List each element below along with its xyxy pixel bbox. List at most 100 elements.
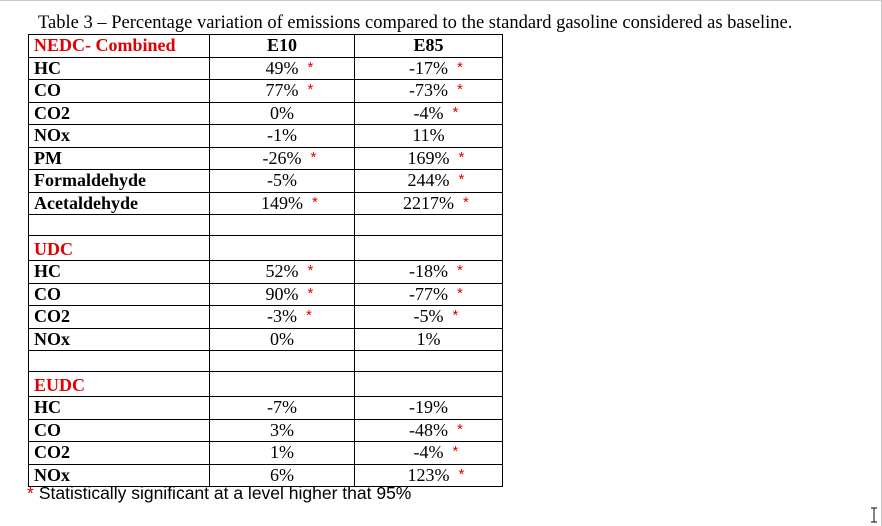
e85-cell-value: 244% [408,170,450,190]
table-row: Formaldehyde -5% 244% * [29,170,503,193]
e85-cell: -5% * [355,306,503,329]
column-header-e10-text: E10 [267,35,297,55]
e10-cell-value-wrap: 0% [270,329,294,350]
e85-cell-value: 1% [417,329,441,349]
e10-cell-value: 49% [266,58,299,78]
e10-cell: 90% * [210,283,355,306]
section-title: EUDC [29,372,210,397]
pollutant-cell: CO [29,283,210,306]
pollutant-cell: Formaldehyde [29,170,210,193]
pollutant-cell: NOx [29,125,210,148]
e85-cell-value-wrap: -19% [409,397,448,418]
significance-marker: * [459,147,465,168]
e10-cell-value: -3% [267,306,297,326]
e85-cell-value-wrap: -17% * [409,58,448,79]
e85-cell-value: -5% [414,306,444,326]
table-row: NOx 0% 1% [29,328,503,351]
e10-cell: 49% * [210,57,355,80]
e85-cell-value-wrap: -4% * [414,103,444,124]
spacer-row [29,215,503,236]
pollutant-cell: CO2 [29,306,210,329]
pollutant-cell: PM [29,147,210,170]
e85-cell-value: 123% [408,465,450,485]
section-header-row: NEDC- Combined E10 E85 [29,35,503,58]
pollutant-cell: HC [29,397,210,420]
e85-cell: -48% * [355,419,503,442]
e10-cell: 77% * [210,80,355,103]
e10-cell: 1% [210,442,355,465]
e85-cell: -4% * [355,102,503,125]
e85-cell-value-wrap: 244% * [408,170,450,191]
table-row: HC 49% * -17% * [29,57,503,80]
e10-cell-value: 3% [270,420,294,440]
column-header-e85 [355,372,503,397]
e10-cell: 0% [210,328,355,351]
e85-cell: 2217% * [355,192,503,215]
table-row: CO2 1% -4% * [29,442,503,465]
column-header-e10 [210,372,355,397]
e10-cell-value-wrap: 149% * [261,193,303,214]
column-header-e10: E10 [210,35,355,58]
table-row: HC -7% -19% [29,397,503,420]
pollutant-label: NOx [34,329,70,349]
e10-cell: 149% * [210,192,355,215]
significance-marker: * [311,147,317,168]
section-title-text: EUDC [34,375,85,395]
table-row: CO 77% * -73% * [29,80,503,103]
table-row: NOx -1% 11% [29,125,503,148]
pollutant-cell: Acetaldehyde [29,192,210,215]
table-caption: Table 3 – Percentage variation of emissi… [38,12,792,34]
e10-cell-value-wrap: 49% * [266,58,299,79]
e10-cell-value: 1% [270,442,294,462]
e85-cell: 1% [355,328,503,351]
section-header-row: EUDC [29,372,503,397]
e85-cell-value-wrap: 1% [417,329,441,350]
significance-marker: * [463,192,469,213]
e10-cell: -3% * [210,306,355,329]
e85-cell: -4% * [355,442,503,465]
e85-cell-value-wrap: -4% * [414,442,444,463]
e10-cell-value: 0% [270,103,294,123]
significance-marker: * [312,192,318,213]
pollutant-cell: CO2 [29,442,210,465]
significance-marker: * [308,57,314,78]
spacer-row [29,351,503,372]
e85-cell: -73% * [355,80,503,103]
e10-cell-value-wrap: 52% * [266,261,299,282]
e85-cell: 11% [355,125,503,148]
e85-cell-value-wrap: -48% * [409,420,448,441]
e85-cell-value: -19% [409,397,448,417]
e10-cell-value-wrap: 3% [270,420,294,441]
pollutant-label: Formaldehyde [34,170,146,190]
e85-cell-value: -18% [409,261,448,281]
pollutant-label: HC [34,397,61,417]
pollutant-label: CO2 [34,306,70,326]
e10-cell: -26% * [210,147,355,170]
significance-marker: * [457,283,463,304]
e10-cell-value: 149% [261,193,303,213]
footnote-text: Statistically significant at a level hig… [39,483,412,503]
e85-cell: -18% * [355,261,503,284]
table-row: HC 52% * -18% * [29,261,503,284]
e10-cell-value: 6% [270,465,294,485]
e85-cell: 169% * [355,147,503,170]
pollutant-label: HC [34,58,61,78]
spacer-cell [210,215,355,236]
e10-cell-value-wrap: -26% * [263,148,302,169]
e85-cell-value: -73% [409,80,448,100]
e85-cell-value-wrap: 2217% * [403,193,454,214]
pollutant-label: CO2 [34,103,70,123]
pollutant-label: NOx [34,125,70,145]
e10-cell-value-wrap: 0% [270,103,294,124]
significance-marker: * [459,464,465,485]
pollutant-label: NOx [34,465,70,485]
e85-cell-value-wrap: 169% * [408,148,450,169]
e10-cell-value-wrap: -5% [267,170,297,191]
footnote-marker: * [27,483,34,503]
pollutant-cell: NOx [29,328,210,351]
e85-cell: 244% * [355,170,503,193]
table-row: PM -26% * 169% * [29,147,503,170]
e10-cell-value-wrap: 90% * [266,284,299,305]
spacer-cell [29,351,210,372]
table-row: CO2 -3% * -5% * [29,306,503,329]
